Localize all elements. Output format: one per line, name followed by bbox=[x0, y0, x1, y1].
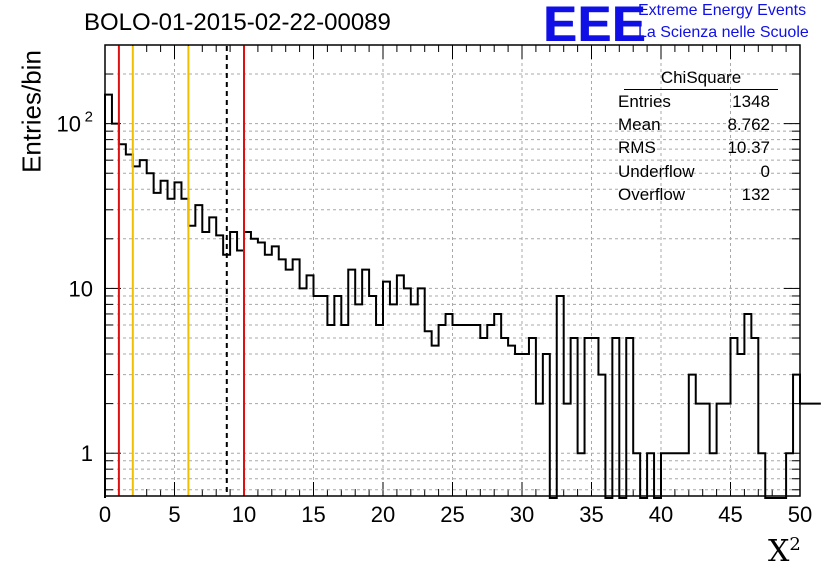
chart-title: BOLO-01-2015-02-22-00089 bbox=[84, 9, 391, 36]
stats-label: Overflow bbox=[618, 184, 686, 204]
stats-box: ChiSquare Entries 1348 Mean 8.762 RMS 10.37… bbox=[612, 67, 778, 206]
stats-row: RMS 10.37 bbox=[612, 136, 778, 159]
y-tick-label: 10 bbox=[69, 276, 93, 301]
stats-label: Underflow bbox=[618, 161, 695, 181]
x-tick-label: 50 bbox=[788, 502, 812, 527]
y-tick-label-exponent: 2 bbox=[85, 109, 93, 126]
eee-logo: EEE bbox=[543, 0, 647, 52]
stats-value: 0 bbox=[760, 161, 770, 181]
stats-value: 8.762 bbox=[727, 115, 770, 135]
stats-row: Underflow 0 bbox=[612, 160, 778, 183]
x-tick-label: 0 bbox=[99, 502, 111, 527]
stats-row: Entries 1348 bbox=[612, 90, 778, 113]
stats-value: 1348 bbox=[732, 92, 770, 111]
plot-frame bbox=[104, 44, 801, 497]
stats-value: 10.37 bbox=[727, 138, 770, 158]
x-tick-label: 40 bbox=[649, 502, 673, 527]
logo-line-2: La Scienza nelle Scuole bbox=[638, 24, 809, 41]
histogram-series bbox=[104, 93, 821, 499]
x-tick-label: 20 bbox=[371, 502, 395, 527]
stats-title: ChiSquare bbox=[624, 67, 778, 90]
logo-line-1: Extreme Energy Events bbox=[638, 2, 807, 19]
x-tick-label: 10 bbox=[232, 502, 256, 527]
x-tick-label: 30 bbox=[510, 502, 534, 527]
stats-row: Mean 8.762 bbox=[612, 113, 778, 136]
stats-label: Entries bbox=[618, 92, 671, 111]
x-tick-label: 5 bbox=[168, 502, 180, 527]
y-axis-label: Entries/bin bbox=[16, 50, 47, 173]
stats-value: 132 bbox=[741, 184, 770, 204]
stats-row: Overflow 132 bbox=[612, 183, 778, 206]
stats-label: RMS bbox=[618, 138, 656, 158]
x-tick-label: 25 bbox=[440, 502, 464, 527]
x-tick-label: 35 bbox=[579, 502, 603, 527]
y-tick-label: 1 bbox=[81, 441, 93, 466]
x-axis-label: X2 bbox=[768, 534, 801, 569]
y-tick-label: 10 bbox=[57, 112, 81, 137]
stats-label: Mean bbox=[618, 115, 661, 135]
x-tick-label: 45 bbox=[718, 502, 742, 527]
x-tick-label: 15 bbox=[301, 502, 325, 527]
